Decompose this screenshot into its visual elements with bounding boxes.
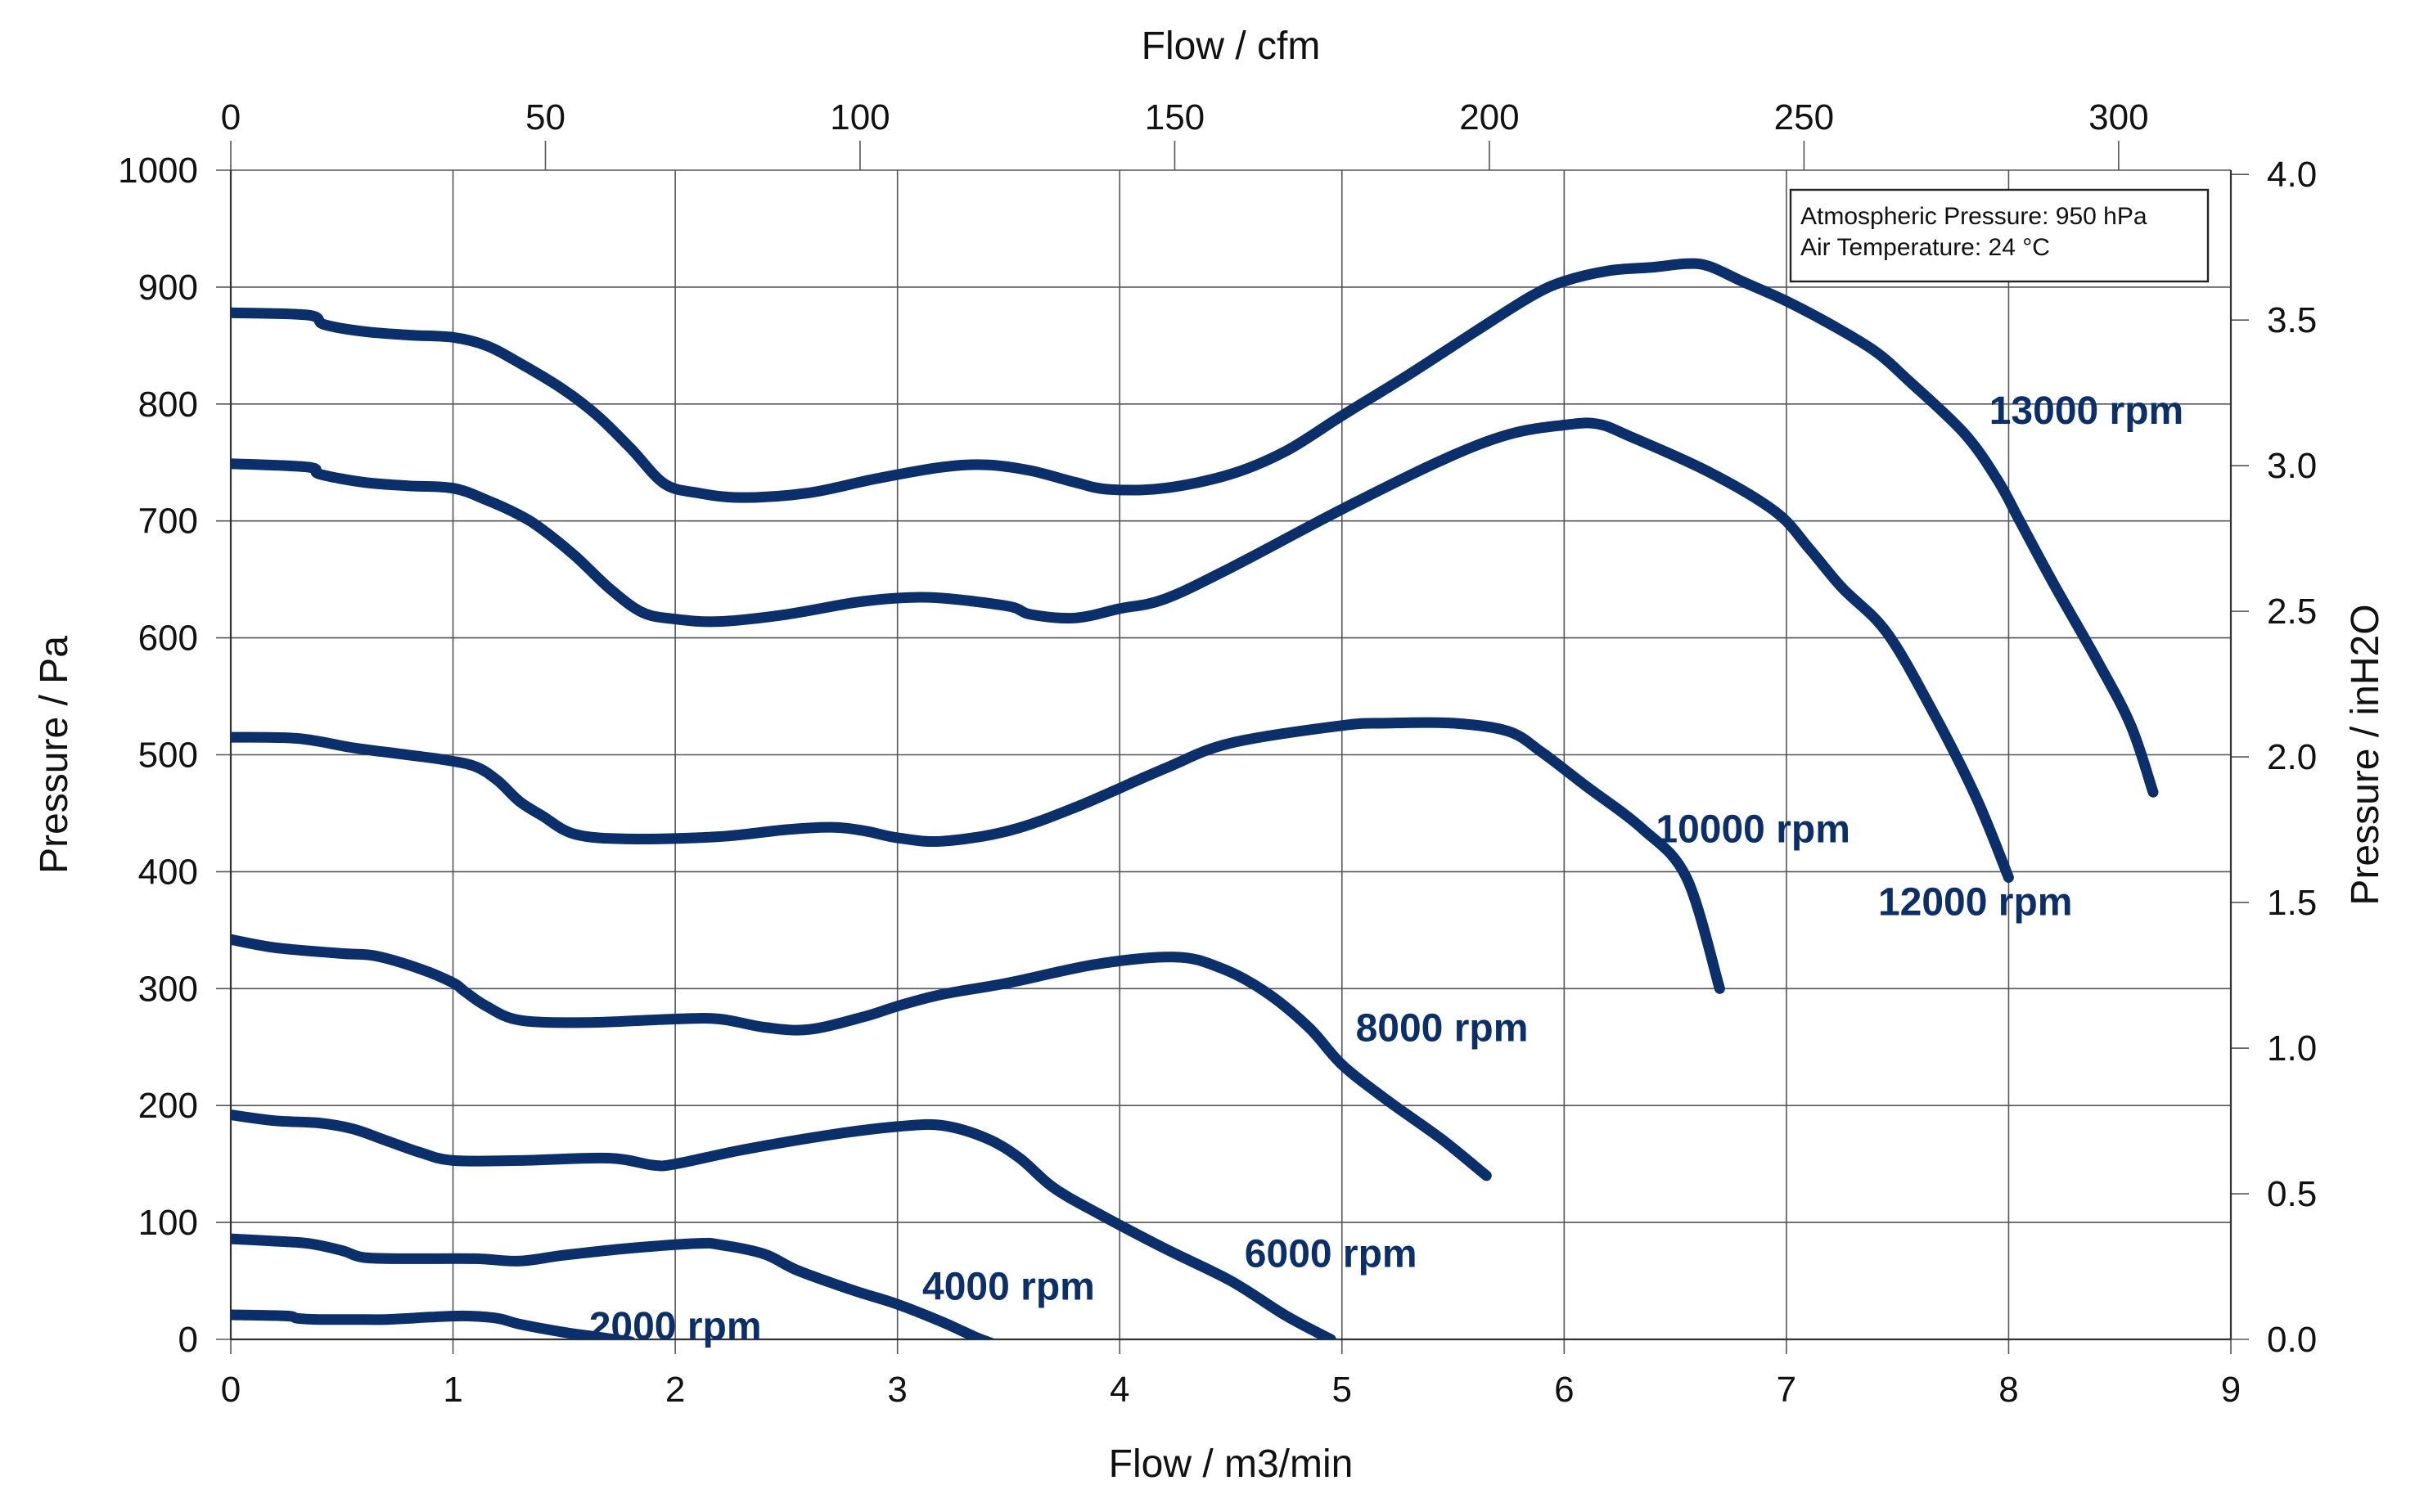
series-line-12000-rpm [231, 417, 2014, 883]
y-left-tick-label: 800 [138, 385, 198, 425]
x-bottom-tick-label: 9 [2221, 1370, 2241, 1410]
series-label-10000-rpm: 10000 rpm [1656, 808, 1850, 852]
series-line-10000-rpm [231, 717, 1725, 994]
y-left-tick-label: 400 [138, 852, 198, 892]
series-label-4000-rpm: 4000 rpm [922, 1265, 1095, 1308]
series-line-2000-rpm [231, 1309, 636, 1339]
labels-layer: 2000 rpm 4000 rpm 6000 rpm 8000 rpm 10000 rp… [589, 389, 2184, 1348]
x-bottom-axis-title: Flow / m3/min [1109, 1442, 1354, 1486]
y-right-tick-label: 0.0 [2267, 1320, 2317, 1360]
series-line-8000-rpm [231, 934, 1492, 1181]
x-top-tick-label: 150 [1145, 97, 1205, 137]
x-bottom-tick-label: 0 [221, 1370, 241, 1410]
series-line-4000-rpm [231, 1233, 995, 1339]
x-bottom-tick-label: 6 [1554, 1370, 1574, 1410]
y-left-tick-label: 300 [138, 969, 198, 1009]
series-label-2000-rpm: 2000 rpm [589, 1305, 762, 1348]
x-bottom-tick-label: 7 [1777, 1370, 1796, 1410]
x-bottom-tick-label: 5 [1332, 1370, 1352, 1410]
y-right-axis-title: Pressure / inH2O [2344, 604, 2387, 905]
y-right-tick-label: 2.0 [2267, 737, 2317, 777]
series-label-8000-rpm: 8000 rpm [1356, 1007, 1529, 1051]
y-left-tick-label: 700 [138, 502, 198, 542]
x-top-tick-label: 0 [221, 97, 241, 137]
info-box-line: Atmospheric Pressure: 950 hPa [1800, 203, 2147, 230]
info-box: Atmospheric Pressure: 950 hPa Air Tempera… [1789, 188, 2210, 283]
y-right-tick-label: 1.0 [2267, 1028, 2317, 1069]
y-right-tick-label: 1.5 [2267, 883, 2317, 923]
x-bottom-tick-label: 8 [1998, 1370, 2018, 1410]
y-right-tick-label: 3.5 [2267, 300, 2317, 340]
y-left-tick-label: 500 [138, 736, 198, 776]
series-line-6000-rpm [231, 1109, 1336, 1339]
axes-layer: 0 1 2 3 4 5 6 7 8 9010020030040050060070080090010… [33, 25, 2387, 1486]
info-box-frame [1789, 188, 2210, 283]
y-left-tick-label: 100 [138, 1203, 198, 1243]
x-bottom-tick-label: 2 [665, 1370, 685, 1410]
series-label-6000-rpm: 6000 rpm [1245, 1232, 1417, 1276]
y-left-tick-label: 200 [138, 1086, 198, 1126]
x-bottom-tick-label: 4 [1110, 1370, 1129, 1410]
y-right-tick-label: 2.5 [2267, 592, 2317, 632]
y-left-tick-label: 900 [138, 268, 198, 308]
x-bottom-tick-label: 3 [887, 1370, 907, 1410]
series-label-13000-rpm: 13000 rpm [1989, 389, 2184, 433]
y-left-tick-label: 0 [178, 1320, 198, 1360]
x-top-tick-label: 300 [2088, 97, 2148, 137]
x-top-tick-label: 50 [525, 97, 565, 137]
y-left-tick-label: 600 [138, 619, 198, 659]
series-label-12000-rpm: 12000 rpm [1878, 880, 2073, 924]
y-right-tick-label: 3.0 [2267, 446, 2317, 486]
y-right-tick-label: 4.0 [2267, 155, 2317, 195]
x-top-axis-title: Flow / cfm [1142, 25, 1321, 68]
info-box-line: Air Temperature: 24 °C [1800, 234, 2050, 261]
series-layer [231, 258, 2159, 1339]
y-right-tick-label: 0.5 [2267, 1174, 2317, 1214]
x-bottom-tick-label: 1 [443, 1370, 462, 1410]
x-top-tick-label: 250 [1774, 97, 1834, 137]
y-left-tick-label: 1000 [118, 151, 198, 191]
x-top-tick-label: 100 [830, 97, 890, 137]
series-line-13000-rpm [231, 258, 2159, 798]
x-top-tick-label: 200 [1459, 97, 1519, 137]
y-left-axis-title: Pressure / Pa [33, 636, 76, 874]
